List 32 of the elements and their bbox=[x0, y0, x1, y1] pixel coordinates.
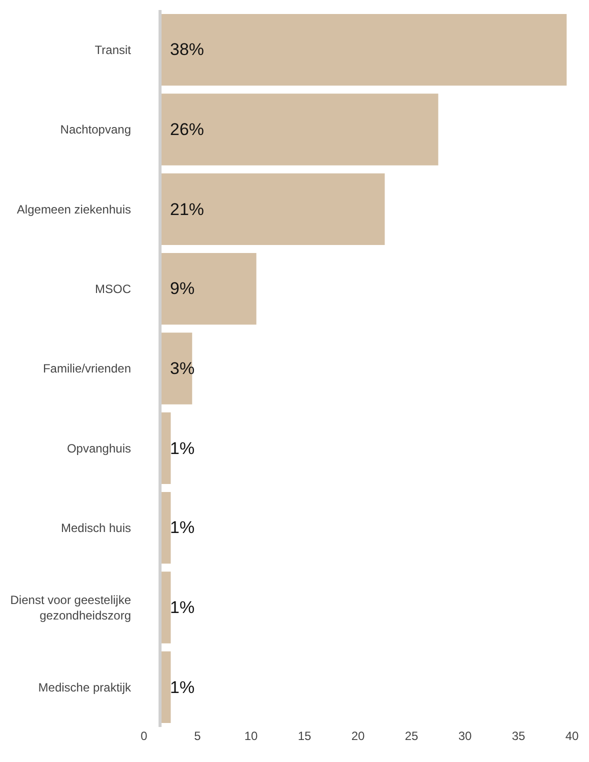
data-label: 1% bbox=[170, 518, 195, 537]
bar bbox=[160, 332, 192, 404]
bar bbox=[160, 173, 385, 246]
data-label: 1% bbox=[170, 678, 195, 697]
y-tick-label: Opvanghuis bbox=[66, 441, 131, 456]
x-tick-label: 20 bbox=[351, 729, 365, 743]
data-label: 21% bbox=[170, 200, 204, 219]
y-tick-label: Medisch huis bbox=[60, 521, 131, 536]
data-label: 38% bbox=[170, 40, 204, 59]
bar bbox=[160, 252, 256, 325]
x-tick-label: 40 bbox=[565, 729, 579, 743]
bar bbox=[160, 94, 438, 166]
bar bbox=[160, 14, 567, 86]
data-label: 1% bbox=[170, 598, 195, 617]
x-tick-label: 25 bbox=[404, 729, 418, 743]
x-tick-label: 5 bbox=[194, 729, 202, 743]
data-label: 26% bbox=[170, 120, 204, 139]
y-tick-label: MSOC bbox=[95, 282, 132, 296]
y-tick-label: Familie/vrienden bbox=[42, 362, 131, 376]
x-tick-label: 10 bbox=[244, 729, 258, 743]
data-label: 3% bbox=[170, 359, 195, 378]
y-tick-label: Transit bbox=[94, 43, 132, 58]
data-label: 1% bbox=[170, 439, 195, 458]
y-tick-label: Medische praktijk bbox=[38, 680, 132, 694]
y-tick-label: Nachtopvang bbox=[60, 122, 131, 137]
y-tick-label: Dienst voor geestelijke gezondheidszorg bbox=[10, 592, 132, 622]
x-tick-label: 15 bbox=[298, 729, 312, 743]
y-tick-label: Algemeen ziekenhuis bbox=[16, 202, 131, 216]
x-tick-label: 0 bbox=[140, 729, 148, 743]
x-tick-label: 35 bbox=[512, 729, 526, 743]
data-label: 9% bbox=[170, 279, 195, 298]
x-tick-label: 30 bbox=[458, 729, 472, 743]
